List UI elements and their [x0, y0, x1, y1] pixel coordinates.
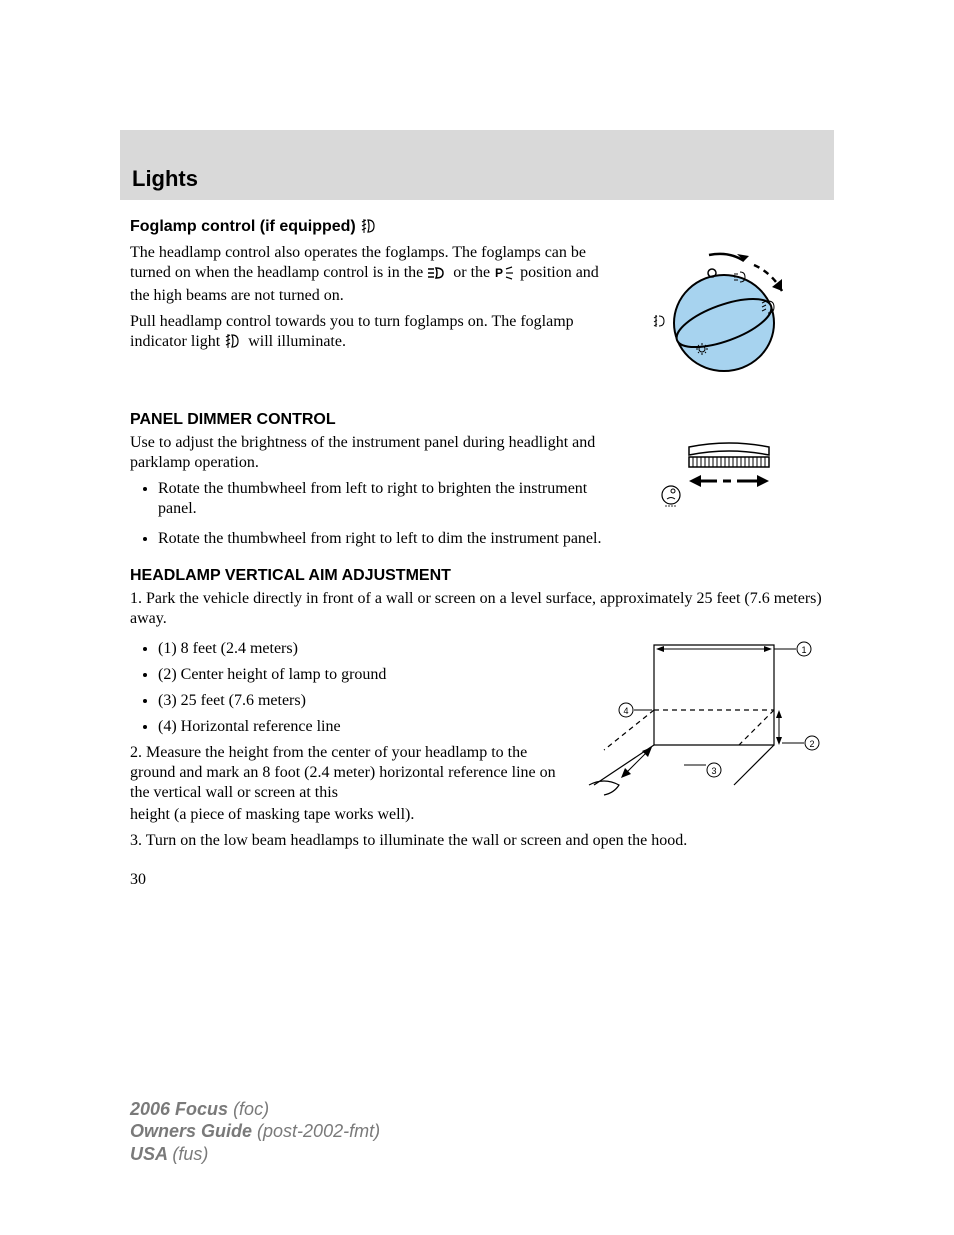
aim-bullets: (1) 8 feet (2.4 meters) (2) Center heigh… — [130, 639, 564, 737]
foglamp-title-text: Foglamp control (if equipped) — [130, 218, 356, 235]
footer-line1b: (foc) — [233, 1099, 269, 1119]
aim-step1: 1. Park the vehicle directly in front of… — [130, 589, 824, 629]
foglamp-diagram-col — [624, 243, 824, 393]
aim-diagram-col: 1 2 3 4 — [584, 635, 824, 809]
aim-bullet2: (2) Center height of lamp to ground — [158, 665, 564, 685]
svg-text:1: 1 — [801, 645, 806, 655]
dimmer-text-col: Use to adjust the brightness of the inst… — [130, 433, 604, 525]
footer-line2a: Owners Guide — [130, 1121, 257, 1141]
foglamp-para1b: or the — [449, 264, 494, 281]
dimmer-title: PANEL DIMMER CONTROL — [130, 411, 824, 429]
footer-line1a: 2006 Focus — [130, 1099, 233, 1119]
aim-step3: 3. Turn on the low beam headlamps to ill… — [130, 831, 824, 851]
dimmer-diagram-col — [624, 433, 824, 525]
headlamp-on-icon — [427, 266, 449, 286]
footer-line3: USA (fus) — [130, 1143, 380, 1166]
svg-text:4: 4 — [623, 706, 628, 716]
aim-row: (1) 8 feet (2.4 meters) (2) Center heigh… — [130, 635, 824, 809]
aim-text-col: (1) 8 feet (2.4 meters) (2) Center heigh… — [130, 635, 564, 809]
parking-icon: P — [494, 266, 516, 286]
dimmer-para1: Use to adjust the brightness of the inst… — [130, 433, 604, 473]
foglamp-para2a: Pull headlamp control towards you to tur… — [130, 313, 574, 350]
dimmer-bullet1: Rotate the thumbwheel from left to right… — [158, 479, 604, 519]
footer-line3b: (fus) — [172, 1144, 208, 1164]
footer: 2006 Focus (foc) Owners Guide (post-2002… — [130, 1098, 380, 1166]
foglamp-row: The headlamp control also operates the f… — [130, 243, 824, 393]
foglamp-icon — [360, 218, 380, 239]
svg-text:2: 2 — [809, 739, 814, 749]
dimmer-bullets2: Rotate the thumbwheel from right to left… — [130, 529, 824, 549]
dimmer-bullet2: Rotate the thumbwheel from right to left… — [158, 529, 824, 549]
svg-text:P: P — [495, 266, 503, 280]
page-title: Lights — [132, 166, 198, 192]
svg-text:3: 3 — [711, 766, 716, 776]
foglamp-para1: The headlamp control also operates the f… — [130, 243, 604, 306]
footer-line1: 2006 Focus (foc) — [130, 1098, 380, 1121]
foglamp-title: Foglamp control (if equipped) — [130, 218, 824, 239]
aim-step2-partial: 2. Measure the height from the center of… — [130, 743, 564, 803]
footer-line3a: USA — [130, 1144, 172, 1164]
dimmer-row: Use to adjust the brightness of the inst… — [130, 433, 824, 525]
foglamp-control-diagram — [634, 243, 814, 393]
foglamp-text-col: The headlamp control also operates the f… — [130, 243, 604, 393]
page-number: 30 — [130, 871, 824, 889]
foglamp-para2: Pull headlamp control towards you to tur… — [130, 312, 604, 355]
dimmer-diagram — [649, 433, 799, 523]
aim-diagram: 1 2 3 4 — [584, 635, 824, 805]
aim-bullet4: (4) Horizontal reference line — [158, 717, 564, 737]
aim-title: HEADLAMP VERTICAL AIM ADJUSTMENT — [130, 567, 824, 585]
footer-line2b: (post-2002-fmt) — [257, 1121, 380, 1141]
aim-bullet3: (3) 25 feet (7.6 meters) — [158, 691, 564, 711]
dimmer-bullets: Rotate the thumbwheel from left to right… — [130, 479, 604, 519]
foglamp-para2b: will illuminate. — [244, 333, 346, 350]
footer-line2: Owners Guide (post-2002-fmt) — [130, 1120, 380, 1143]
page: Lights Foglamp control (if equipped) The… — [0, 0, 954, 1235]
foglamp-indicator-icon — [224, 333, 244, 355]
aim-bullet1: (1) 8 feet (2.4 meters) — [158, 639, 564, 659]
header-bar: Lights — [120, 130, 834, 200]
